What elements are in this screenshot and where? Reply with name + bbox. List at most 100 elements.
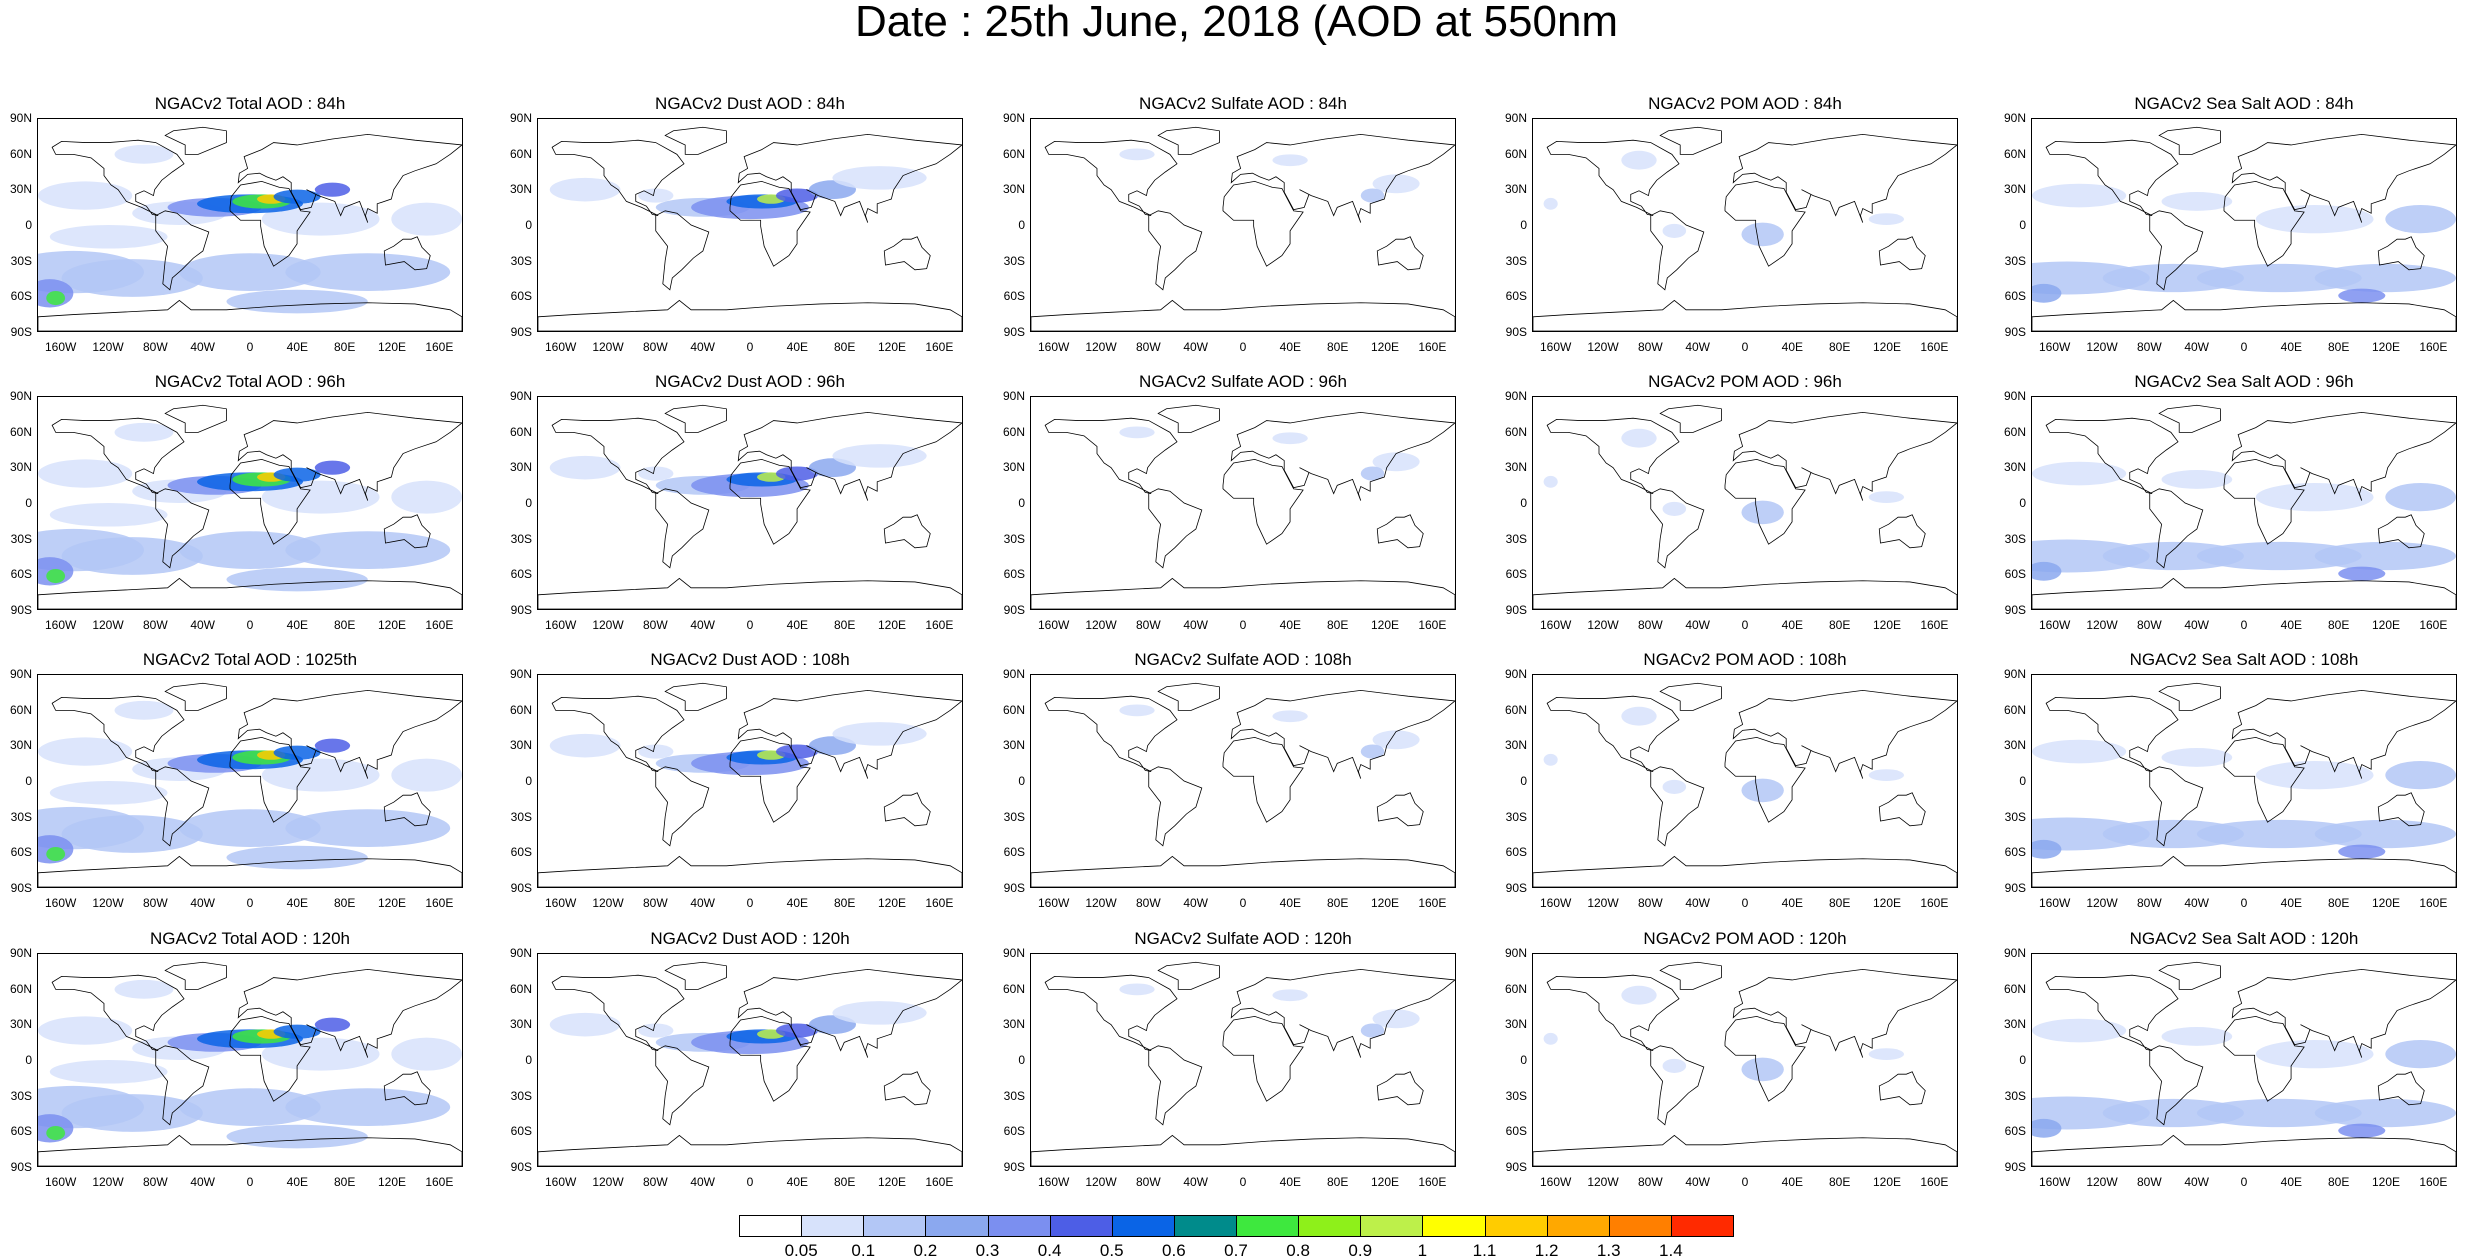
lat-label: 0 bbox=[1520, 218, 1527, 232]
aod-blob bbox=[1868, 769, 1904, 781]
coastline bbox=[883, 1071, 931, 1106]
lon-label: 80W bbox=[142, 1175, 168, 1189]
lon-label: 160W bbox=[544, 340, 577, 354]
lon-label: 160W bbox=[44, 1175, 77, 1189]
panel-title: NGACv2 Sulfate AOD : 108h bbox=[1134, 650, 1352, 669]
lon-label: 80W bbox=[2136, 896, 2162, 910]
lat-label: 0 bbox=[2019, 218, 2026, 232]
map-plot bbox=[37, 953, 463, 1167]
lon-label: 40E bbox=[786, 618, 808, 632]
lon-label: 120E bbox=[1370, 618, 1400, 632]
lat-label: 90N bbox=[2003, 946, 2026, 960]
lat-label: 90N bbox=[9, 946, 32, 960]
lat-label: 60S bbox=[2004, 845, 2026, 860]
coastline bbox=[1376, 514, 1424, 549]
aod-blob bbox=[61, 537, 203, 575]
lat-label: 30S bbox=[2004, 253, 2026, 268]
aod-blob bbox=[2032, 461, 2127, 486]
lon-label: 0 bbox=[246, 1175, 254, 1189]
coastline bbox=[551, 695, 685, 772]
lon-label: 80W bbox=[1135, 896, 1161, 910]
colorbar-cell bbox=[1670, 1215, 1734, 1237]
map-panel: NGACv2 Total AOD : 96h 90N 60N 30N 0 30S 60S 90… bbox=[0, 372, 500, 647]
coastline bbox=[729, 1016, 811, 1102]
map-plot bbox=[2031, 953, 2457, 1167]
coastline bbox=[1878, 792, 1926, 827]
aod-field bbox=[1031, 126, 1455, 331]
lon-label: 120W bbox=[1587, 340, 1619, 354]
lon-label: 80W bbox=[642, 618, 668, 632]
lat-label: 90N bbox=[1504, 389, 1527, 403]
lon-label: 80W bbox=[142, 618, 168, 632]
lon-label: 40W bbox=[2184, 340, 2209, 354]
lon-label: 0 bbox=[1239, 340, 1247, 354]
lat-label: 60S bbox=[1505, 567, 1527, 582]
coastline bbox=[229, 1016, 311, 1102]
colorbar-cell bbox=[1546, 1215, 1610, 1237]
coastline bbox=[1533, 577, 1957, 609]
coastline bbox=[237, 689, 462, 779]
aod-blob bbox=[2196, 263, 2362, 293]
colorbar-cell bbox=[1484, 1215, 1548, 1237]
aod-blob bbox=[2338, 288, 2386, 303]
aod-blob bbox=[775, 744, 819, 759]
aod-blob bbox=[61, 259, 203, 297]
aod-blob bbox=[2032, 839, 2062, 859]
aod-field bbox=[538, 404, 962, 609]
lon-label: 120E bbox=[377, 618, 407, 632]
lon-label: 40E bbox=[1781, 896, 1803, 910]
lat-label: 60N bbox=[2003, 146, 2026, 161]
lat-label: 0 bbox=[1520, 1053, 1527, 1067]
map-panel: NGACv2 Sulfate AOD : 108h 90N 60N 30N 0 30S 60… bbox=[993, 650, 1493, 925]
lon-label: 80E bbox=[1828, 1175, 1851, 1189]
lat-label: 30S bbox=[1505, 1088, 1527, 1103]
aod-blob bbox=[38, 1016, 133, 1045]
aod-blob bbox=[1662, 223, 1687, 238]
lon-label: 80W bbox=[1135, 618, 1161, 632]
coastline bbox=[38, 577, 462, 609]
lon-label: 120E bbox=[377, 1175, 407, 1189]
lon-label: 40W bbox=[2184, 896, 2209, 910]
lat-label: 60S bbox=[510, 845, 532, 860]
lon-label: 80E bbox=[333, 340, 356, 354]
aod-blob bbox=[114, 422, 174, 442]
aod-blob bbox=[832, 1001, 927, 1025]
map-panel: NGACv2 Sea Salt AOD : 84h 90N 60N 30N 0 30S 60… bbox=[1994, 94, 2473, 369]
coastline bbox=[1724, 459, 1806, 545]
aod-blob bbox=[1272, 710, 1308, 723]
lat-label: 30S bbox=[2004, 809, 2026, 824]
lat-label: 90S bbox=[2004, 325, 2026, 339]
lon-label: 40W bbox=[1685, 618, 1710, 632]
aod-blob bbox=[2255, 482, 2374, 512]
lat-label: 60S bbox=[1003, 567, 1025, 582]
lat-label: 30N bbox=[1002, 1017, 1025, 1032]
coastline bbox=[164, 126, 227, 155]
lon-label: 80W bbox=[1135, 1175, 1161, 1189]
aod-blob bbox=[285, 1088, 451, 1126]
coastline bbox=[383, 236, 431, 271]
lon-label: 0 bbox=[1741, 340, 1749, 354]
aod-field bbox=[1533, 404, 1957, 609]
lat-label: 90S bbox=[510, 881, 532, 895]
colorbar-cell bbox=[1236, 1215, 1300, 1237]
aod-blob bbox=[1543, 1032, 1558, 1045]
colorbar-cell bbox=[739, 1215, 803, 1237]
coastline bbox=[2231, 689, 2456, 779]
aod-blob bbox=[226, 289, 368, 314]
colorbar-cell bbox=[1422, 1215, 1486, 1237]
main-title: Date : 25th June, 2018 (AOD at 550nm bbox=[854, 0, 1619, 46]
map-panel: NGACv2 Sulfate AOD : 96h 90N 60N 30N 0 30S 60S… bbox=[993, 372, 1493, 647]
map-panel: NGACv2 Total AOD : 1025th 90N 60N 30N 0 30S 60… bbox=[0, 650, 500, 925]
aod-blob bbox=[1662, 1058, 1687, 1073]
lat-label: 90S bbox=[10, 1160, 32, 1174]
colorbar-label: 0.5 bbox=[1099, 1241, 1124, 1260]
colorbar-cell bbox=[925, 1215, 989, 1237]
lon-label: 160E bbox=[2419, 340, 2448, 354]
lat-label: 60S bbox=[510, 1124, 532, 1139]
coastline bbox=[2032, 299, 2456, 331]
lon-label: 0 bbox=[2240, 1175, 2248, 1189]
lon-label: 120W bbox=[2086, 1175, 2118, 1189]
lat-label: 90N bbox=[1504, 667, 1527, 681]
lon-label: 40W bbox=[1685, 896, 1710, 910]
coastline bbox=[1533, 1134, 1957, 1166]
